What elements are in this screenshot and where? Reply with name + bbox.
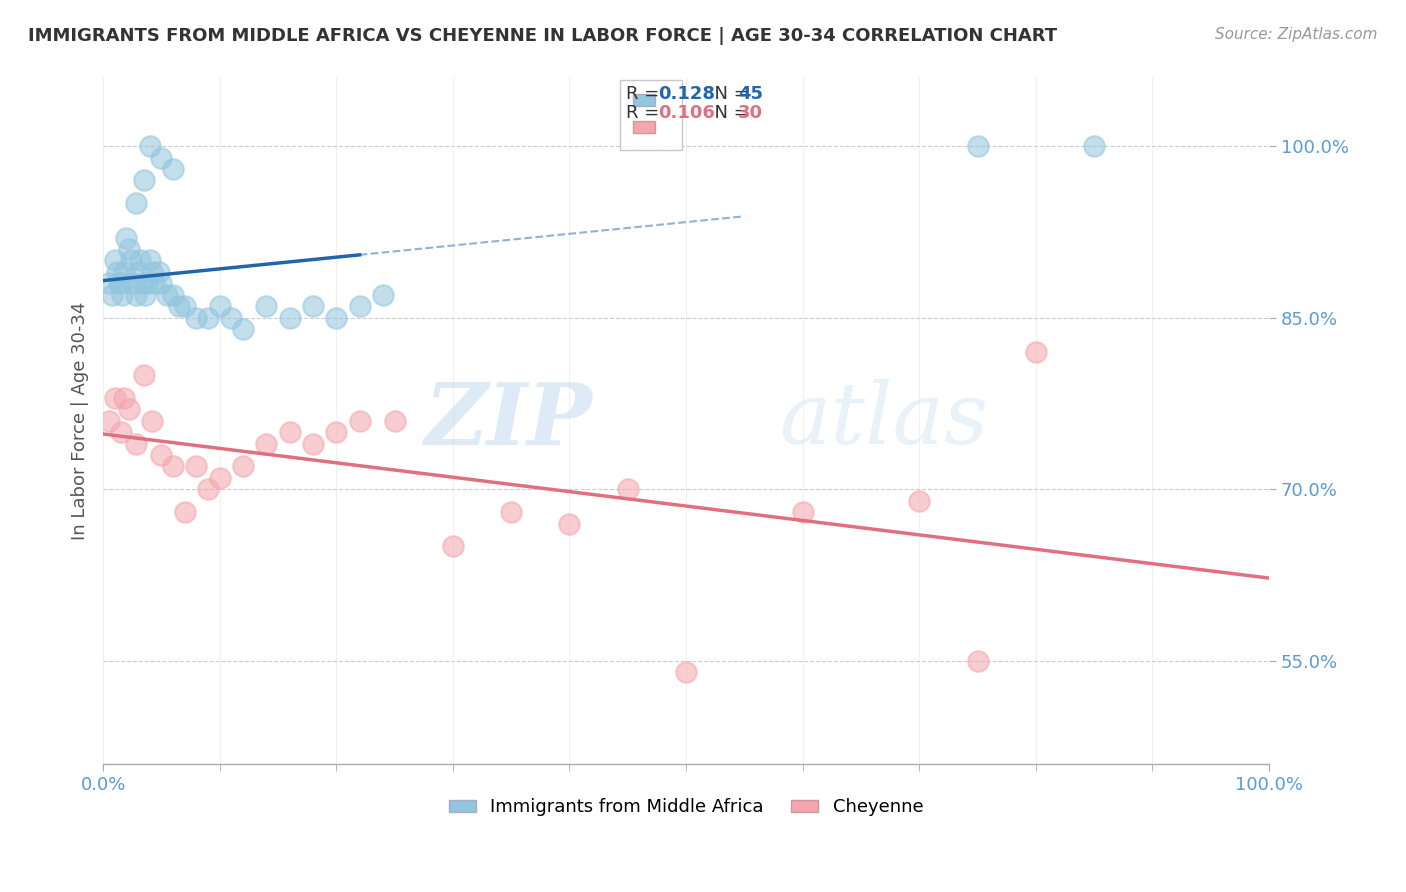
Point — [325, 310, 347, 325]
Text: 30: 30 — [738, 104, 763, 122]
Text: atlas: atlas — [779, 379, 988, 462]
Point — [349, 414, 371, 428]
Point — [148, 265, 170, 279]
Point — [105, 265, 128, 279]
Point — [141, 265, 163, 279]
Point — [132, 277, 155, 291]
Point — [112, 391, 135, 405]
Point — [325, 425, 347, 439]
Point — [104, 391, 127, 405]
Point — [111, 287, 134, 301]
Point — [278, 310, 301, 325]
Point — [129, 253, 152, 268]
Point — [675, 665, 697, 680]
Point — [441, 540, 464, 554]
Point — [112, 265, 135, 279]
Point — [156, 287, 179, 301]
Point — [120, 253, 142, 268]
Point — [139, 253, 162, 268]
Point — [173, 505, 195, 519]
Point — [97, 414, 120, 428]
Point — [110, 277, 132, 291]
Point — [110, 425, 132, 439]
Point — [186, 310, 208, 325]
Point — [173, 299, 195, 313]
Point — [208, 471, 231, 485]
Point — [125, 196, 148, 211]
Point — [302, 299, 325, 313]
Point — [278, 425, 301, 439]
Point — [150, 277, 173, 291]
Y-axis label: In Labor Force | Age 30-34: In Labor Force | Age 30-34 — [72, 301, 89, 540]
Point — [197, 483, 219, 497]
Point — [101, 287, 124, 301]
Point — [118, 242, 141, 256]
Point — [208, 299, 231, 313]
Point — [232, 459, 254, 474]
Point — [118, 402, 141, 417]
Point — [254, 299, 277, 313]
Point — [197, 310, 219, 325]
Point — [132, 173, 155, 187]
Point — [302, 436, 325, 450]
Text: Source: ZipAtlas.com: Source: ZipAtlas.com — [1215, 27, 1378, 42]
Point — [162, 161, 184, 176]
Point — [221, 310, 243, 325]
Point — [125, 436, 148, 450]
Text: 45: 45 — [738, 85, 763, 103]
Point — [134, 287, 156, 301]
Point — [349, 299, 371, 313]
Text: R =: R = — [626, 85, 665, 103]
Text: IMMIGRANTS FROM MIDDLE AFRICA VS CHEYENNE IN LABOR FORCE | AGE 30-34 CORRELATION: IMMIGRANTS FROM MIDDLE AFRICA VS CHEYENN… — [28, 27, 1057, 45]
Point — [186, 459, 208, 474]
Point — [232, 322, 254, 336]
Point — [104, 253, 127, 268]
Point — [908, 493, 931, 508]
Point — [141, 414, 163, 428]
Point — [150, 448, 173, 462]
Point — [97, 277, 120, 291]
Point — [371, 287, 394, 301]
Point — [792, 505, 814, 519]
Point — [501, 505, 523, 519]
Point — [616, 483, 638, 497]
Point — [167, 299, 190, 313]
Text: ZIP: ZIP — [425, 379, 593, 462]
Point — [127, 265, 149, 279]
Point — [1083, 139, 1105, 153]
Point — [1025, 345, 1047, 359]
Point — [115, 230, 138, 244]
Point — [132, 368, 155, 382]
Point — [162, 287, 184, 301]
Legend: Immigrants from Middle Africa, Cheyenne: Immigrants from Middle Africa, Cheyenne — [441, 791, 931, 823]
Point — [108, 277, 131, 291]
Text: 0.106: 0.106 — [658, 104, 714, 122]
Point — [139, 139, 162, 153]
Point — [254, 436, 277, 450]
Point — [150, 151, 173, 165]
Point — [143, 277, 166, 291]
Point — [162, 459, 184, 474]
Text: R =: R = — [626, 104, 665, 122]
Point — [558, 516, 581, 531]
Text: N =: N = — [703, 104, 755, 122]
Text: N =: N = — [703, 85, 755, 103]
Point — [966, 654, 988, 668]
Point — [966, 139, 988, 153]
Point — [125, 287, 148, 301]
Point — [136, 277, 159, 291]
Text: 0.128: 0.128 — [658, 85, 716, 103]
Point — [122, 277, 145, 291]
Point — [384, 414, 406, 428]
